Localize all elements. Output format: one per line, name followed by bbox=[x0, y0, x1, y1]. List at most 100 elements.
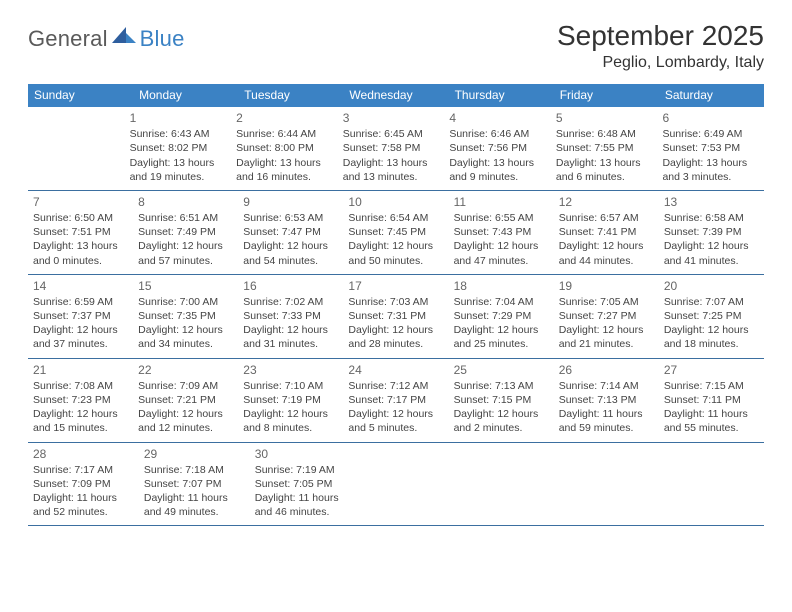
daylight-line: Daylight: 12 hours bbox=[138, 323, 233, 337]
weekday-header-cell: Wednesday bbox=[343, 84, 448, 107]
day-number: 22 bbox=[138, 362, 233, 378]
daylight-line: Daylight: 12 hours bbox=[33, 323, 128, 337]
sunrise-line: Sunrise: 7:17 AM bbox=[33, 463, 134, 477]
weekday-header-cell: Tuesday bbox=[238, 84, 343, 107]
day-cell: 9Sunrise: 6:53 AMSunset: 7:47 PMDaylight… bbox=[238, 191, 343, 274]
daylight-line: and 18 minutes. bbox=[664, 337, 759, 351]
weekday-header-cell: Friday bbox=[554, 84, 659, 107]
sunrise-line: Sunrise: 7:02 AM bbox=[243, 295, 338, 309]
daylight-line: and 50 minutes. bbox=[348, 254, 443, 268]
weeks-container: 1Sunrise: 6:43 AMSunset: 8:02 PMDaylight… bbox=[28, 107, 764, 526]
sunrise-line: Sunrise: 6:59 AM bbox=[33, 295, 128, 309]
daylight-line: and 16 minutes. bbox=[236, 170, 333, 184]
daylight-line: and 52 minutes. bbox=[33, 505, 134, 519]
empty-day-cell bbox=[28, 107, 125, 190]
daylight-line: Daylight: 12 hours bbox=[33, 407, 128, 421]
day-number: 23 bbox=[243, 362, 338, 378]
sunset-line: Sunset: 7:09 PM bbox=[33, 477, 134, 491]
sunset-line: Sunset: 7:55 PM bbox=[556, 141, 653, 155]
sunrise-line: Sunrise: 7:09 AM bbox=[138, 379, 233, 393]
calendar-grid: SundayMondayTuesdayWednesdayThursdayFrid… bbox=[28, 84, 764, 526]
daylight-line: Daylight: 12 hours bbox=[559, 239, 654, 253]
weekday-header-row: SundayMondayTuesdayWednesdayThursdayFrid… bbox=[28, 84, 764, 107]
daylight-line: and 5 minutes. bbox=[348, 421, 443, 435]
sunrise-line: Sunrise: 6:43 AM bbox=[130, 127, 227, 141]
sunrise-line: Sunrise: 6:45 AM bbox=[343, 127, 440, 141]
day-number: 2 bbox=[236, 110, 333, 126]
sunset-line: Sunset: 7:47 PM bbox=[243, 225, 338, 239]
daylight-line: Daylight: 12 hours bbox=[243, 407, 338, 421]
daylight-line: Daylight: 13 hours bbox=[343, 156, 440, 170]
day-cell: 19Sunrise: 7:05 AMSunset: 7:27 PMDayligh… bbox=[554, 275, 659, 358]
daylight-line: Daylight: 13 hours bbox=[33, 239, 128, 253]
daylight-line: and 12 minutes. bbox=[138, 421, 233, 435]
daylight-line: and 46 minutes. bbox=[255, 505, 356, 519]
daylight-line: and 37 minutes. bbox=[33, 337, 128, 351]
sunrise-line: Sunrise: 7:14 AM bbox=[559, 379, 654, 393]
sunrise-line: Sunrise: 7:18 AM bbox=[144, 463, 245, 477]
week-row: 7Sunrise: 6:50 AMSunset: 7:51 PMDaylight… bbox=[28, 191, 764, 275]
daylight-line: Daylight: 12 hours bbox=[664, 323, 759, 337]
day-cell: 20Sunrise: 7:07 AMSunset: 7:25 PMDayligh… bbox=[659, 275, 764, 358]
day-number: 26 bbox=[559, 362, 654, 378]
calendar-page: General Blue September 2025 Peglio, Lomb… bbox=[0, 0, 792, 546]
daylight-line: and 6 minutes. bbox=[556, 170, 653, 184]
logo-text-blue: Blue bbox=[140, 26, 185, 52]
daylight-line: and 28 minutes. bbox=[348, 337, 443, 351]
daylight-line: and 13 minutes. bbox=[343, 170, 440, 184]
day-cell: 1Sunrise: 6:43 AMSunset: 8:02 PMDaylight… bbox=[125, 107, 232, 190]
day-number: 9 bbox=[243, 194, 338, 210]
daylight-line: and 59 minutes. bbox=[559, 421, 654, 435]
sunset-line: Sunset: 7:15 PM bbox=[454, 393, 549, 407]
day-number: 6 bbox=[662, 110, 759, 126]
day-cell: 13Sunrise: 6:58 AMSunset: 7:39 PMDayligh… bbox=[659, 191, 764, 274]
day-number: 12 bbox=[559, 194, 654, 210]
day-number: 14 bbox=[33, 278, 128, 294]
sunrise-line: Sunrise: 6:53 AM bbox=[243, 211, 338, 225]
daylight-line: Daylight: 12 hours bbox=[664, 239, 759, 253]
sunrise-line: Sunrise: 7:03 AM bbox=[348, 295, 443, 309]
daylight-line: and 54 minutes. bbox=[243, 254, 338, 268]
day-number: 30 bbox=[255, 446, 356, 462]
daylight-line: Daylight: 11 hours bbox=[33, 491, 134, 505]
daylight-line: and 57 minutes. bbox=[138, 254, 233, 268]
daylight-line: and 55 minutes. bbox=[664, 421, 759, 435]
day-cell: 12Sunrise: 6:57 AMSunset: 7:41 PMDayligh… bbox=[554, 191, 659, 274]
sunset-line: Sunset: 7:31 PM bbox=[348, 309, 443, 323]
daylight-line: and 21 minutes. bbox=[559, 337, 654, 351]
day-number: 16 bbox=[243, 278, 338, 294]
sunrise-line: Sunrise: 6:54 AM bbox=[348, 211, 443, 225]
weekday-header-cell: Sunday bbox=[28, 84, 133, 107]
daylight-line: Daylight: 13 hours bbox=[130, 156, 227, 170]
daylight-line: Daylight: 12 hours bbox=[243, 239, 338, 253]
sunset-line: Sunset: 7:49 PM bbox=[138, 225, 233, 239]
daylight-line: and 8 minutes. bbox=[243, 421, 338, 435]
sunset-line: Sunset: 7:27 PM bbox=[559, 309, 654, 323]
page-header: General Blue September 2025 Peglio, Lomb… bbox=[28, 20, 764, 72]
daylight-line: and 19 minutes. bbox=[130, 170, 227, 184]
sunset-line: Sunset: 7:29 PM bbox=[454, 309, 549, 323]
location-subtitle: Peglio, Lombardy, Italy bbox=[557, 54, 764, 72]
daylight-line: Daylight: 12 hours bbox=[138, 239, 233, 253]
daylight-line: Daylight: 12 hours bbox=[243, 323, 338, 337]
sunrise-line: Sunrise: 6:44 AM bbox=[236, 127, 333, 141]
week-row: 21Sunrise: 7:08 AMSunset: 7:23 PMDayligh… bbox=[28, 359, 764, 443]
sunrise-line: Sunrise: 7:07 AM bbox=[664, 295, 759, 309]
sunrise-line: Sunrise: 6:49 AM bbox=[662, 127, 759, 141]
day-cell: 4Sunrise: 6:46 AMSunset: 7:56 PMDaylight… bbox=[444, 107, 551, 190]
daylight-line: Daylight: 12 hours bbox=[559, 323, 654, 337]
logo-text-general: General bbox=[28, 26, 108, 52]
day-cell: 22Sunrise: 7:09 AMSunset: 7:21 PMDayligh… bbox=[133, 359, 238, 442]
daylight-line: Daylight: 12 hours bbox=[454, 239, 549, 253]
sunrise-line: Sunrise: 6:55 AM bbox=[454, 211, 549, 225]
sunrise-line: Sunrise: 6:51 AM bbox=[138, 211, 233, 225]
day-cell: 30Sunrise: 7:19 AMSunset: 7:05 PMDayligh… bbox=[250, 443, 361, 526]
sunset-line: Sunset: 7:13 PM bbox=[559, 393, 654, 407]
daylight-line: and 15 minutes. bbox=[33, 421, 128, 435]
day-number: 1 bbox=[130, 110, 227, 126]
daylight-line: Daylight: 11 hours bbox=[559, 407, 654, 421]
daylight-line: Daylight: 13 hours bbox=[556, 156, 653, 170]
daylight-line: Daylight: 12 hours bbox=[348, 407, 443, 421]
sunset-line: Sunset: 7:58 PM bbox=[343, 141, 440, 155]
day-number: 21 bbox=[33, 362, 128, 378]
